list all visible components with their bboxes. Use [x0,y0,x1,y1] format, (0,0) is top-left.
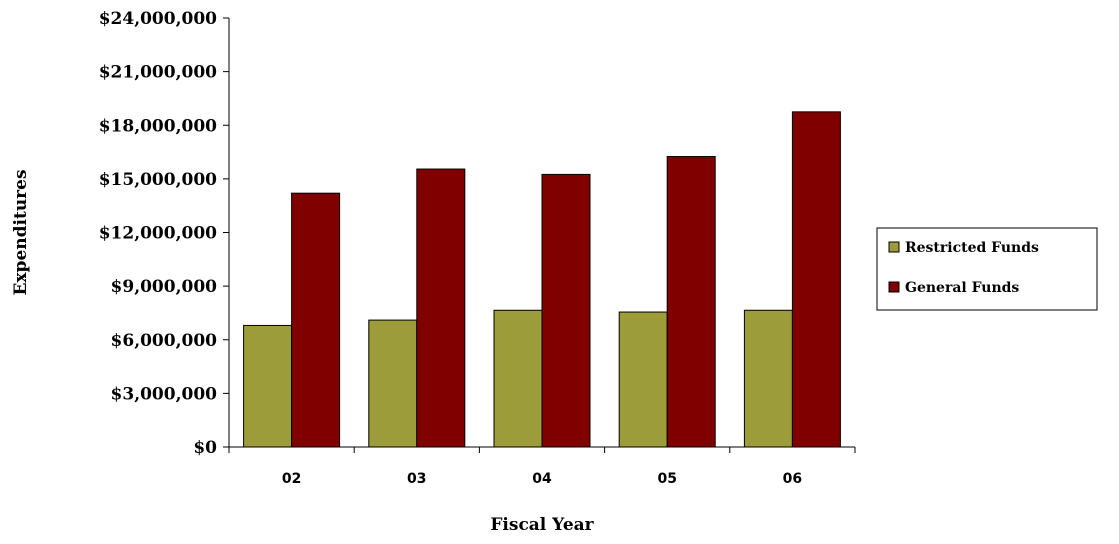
y-tick-label: $21,000,000 [99,63,217,83]
y-tick-label: $24,000,000 [99,9,217,29]
bar-general-funds [541,173,591,448]
y-tick-label: $6,000,000 [111,331,218,351]
x-tick-label: 04 [532,471,552,487]
y-tick-label: $15,000,000 [99,170,217,190]
x-tick-label: 06 [783,471,802,487]
bar-restricted-funds [743,309,793,448]
bar-general-funds [291,192,341,448]
legend: Restricted Funds General Funds [876,227,1098,311]
legend-label: Restricted Funds [905,240,1039,256]
x-axis: 02 03 04 05 06 [228,446,856,487]
bar-restricted-funds [243,324,293,448]
bar-restricted-funds [493,309,543,448]
x-tick-label: 02 [282,471,301,487]
legend-label: General Funds [905,280,1019,296]
legend-box [876,227,1098,311]
bar-restricted-funds [618,311,668,448]
x-tick-label: 03 [407,471,426,487]
bar-general-funds [791,111,841,448]
y-axis: $0 $3,000,000 $6,000,000 $9,000,000 $12,000,… [99,9,230,458]
y-axis-title: Expenditures [11,169,31,295]
y-tick-label: $9,000,000 [111,277,218,297]
y-tick-label: $0 [193,438,217,458]
bar-general-funds [666,156,716,448]
legend-swatch [888,241,900,253]
y-tick-label: $3,000,000 [111,384,218,404]
x-tick-label: 05 [657,471,676,487]
bar-general-funds [416,168,466,448]
y-tick-label: $12,000,000 [99,224,217,244]
x-axis-title: Fiscal Year [490,515,594,535]
bars [243,111,841,448]
y-tick-label: $18,000,000 [99,116,217,136]
bar-restricted-funds [368,319,418,448]
legend-swatch [888,281,900,293]
